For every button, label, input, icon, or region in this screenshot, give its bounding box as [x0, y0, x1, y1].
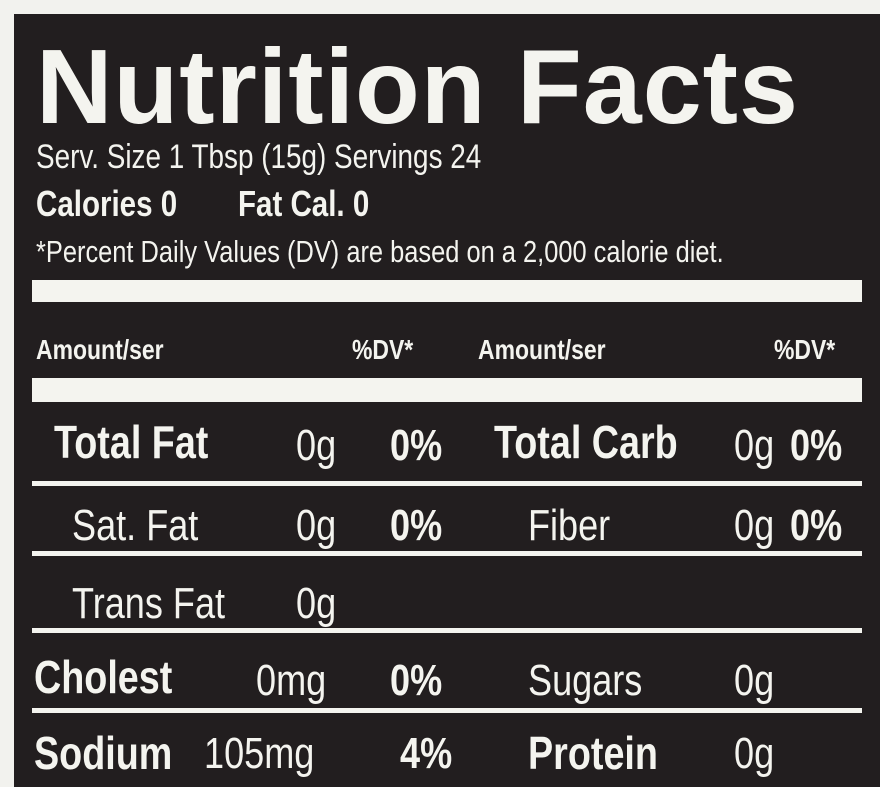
label-title: Nutrition Facts — [36, 28, 799, 146]
total-fat-dv: 0% — [390, 421, 443, 470]
sat-fat-dv: 0% — [390, 501, 443, 550]
cholesterol-label: Cholest — [34, 651, 173, 703]
dv-footnote: *Percent Daily Values (DV) are based on … — [36, 234, 724, 269]
fiber-label: Fiber — [528, 501, 611, 550]
serving-info: Serv. Size 1 Tbsp (15g) Servings 24 — [36, 138, 482, 176]
protein-amount: 0g — [734, 729, 775, 778]
divider-thin — [32, 628, 862, 633]
header-dv-right: %DV* — [774, 334, 836, 365]
calories: Calories 0 — [36, 183, 178, 224]
total-fat-label: Total Fat — [54, 416, 209, 468]
total-fat-amount: 0g — [296, 421, 337, 470]
fiber-dv: 0% — [790, 501, 843, 550]
header-amount-left: Amount/ser — [36, 334, 164, 365]
total-carb-dv: 0% — [790, 421, 843, 470]
total-carb-label: Total Carb — [494, 416, 678, 468]
header-dv-left: %DV* — [352, 334, 414, 365]
divider-thin — [32, 481, 862, 486]
fiber-amount: 0g — [734, 501, 775, 550]
divider-thick — [32, 378, 862, 402]
nutrition-label: Nutrition Facts Serv. Size 1 Tbsp (15g) … — [14, 14, 880, 787]
header-amount-right: Amount/ser — [478, 334, 606, 365]
sodium-amount: 105mg — [204, 729, 315, 778]
sodium-label: Sodium — [34, 727, 173, 779]
protein-label: Protein — [528, 727, 658, 779]
sat-fat-label: Sat. Fat — [72, 501, 199, 550]
fat-calories: Fat Cal. 0 — [238, 183, 370, 224]
trans-fat-label: Trans Fat — [72, 579, 226, 628]
sugars-label: Sugars — [528, 656, 643, 705]
divider-thin — [32, 708, 862, 713]
cholesterol-amount: 0mg — [256, 656, 327, 705]
sat-fat-amount: 0g — [296, 501, 337, 550]
sugars-amount: 0g — [734, 656, 775, 705]
total-carb-amount: 0g — [734, 421, 775, 470]
divider-thick — [32, 280, 862, 302]
trans-fat-amount: 0g — [296, 579, 337, 628]
sodium-dv: 4% — [400, 729, 453, 778]
divider-thin — [32, 551, 862, 556]
cholesterol-dv: 0% — [390, 656, 443, 705]
